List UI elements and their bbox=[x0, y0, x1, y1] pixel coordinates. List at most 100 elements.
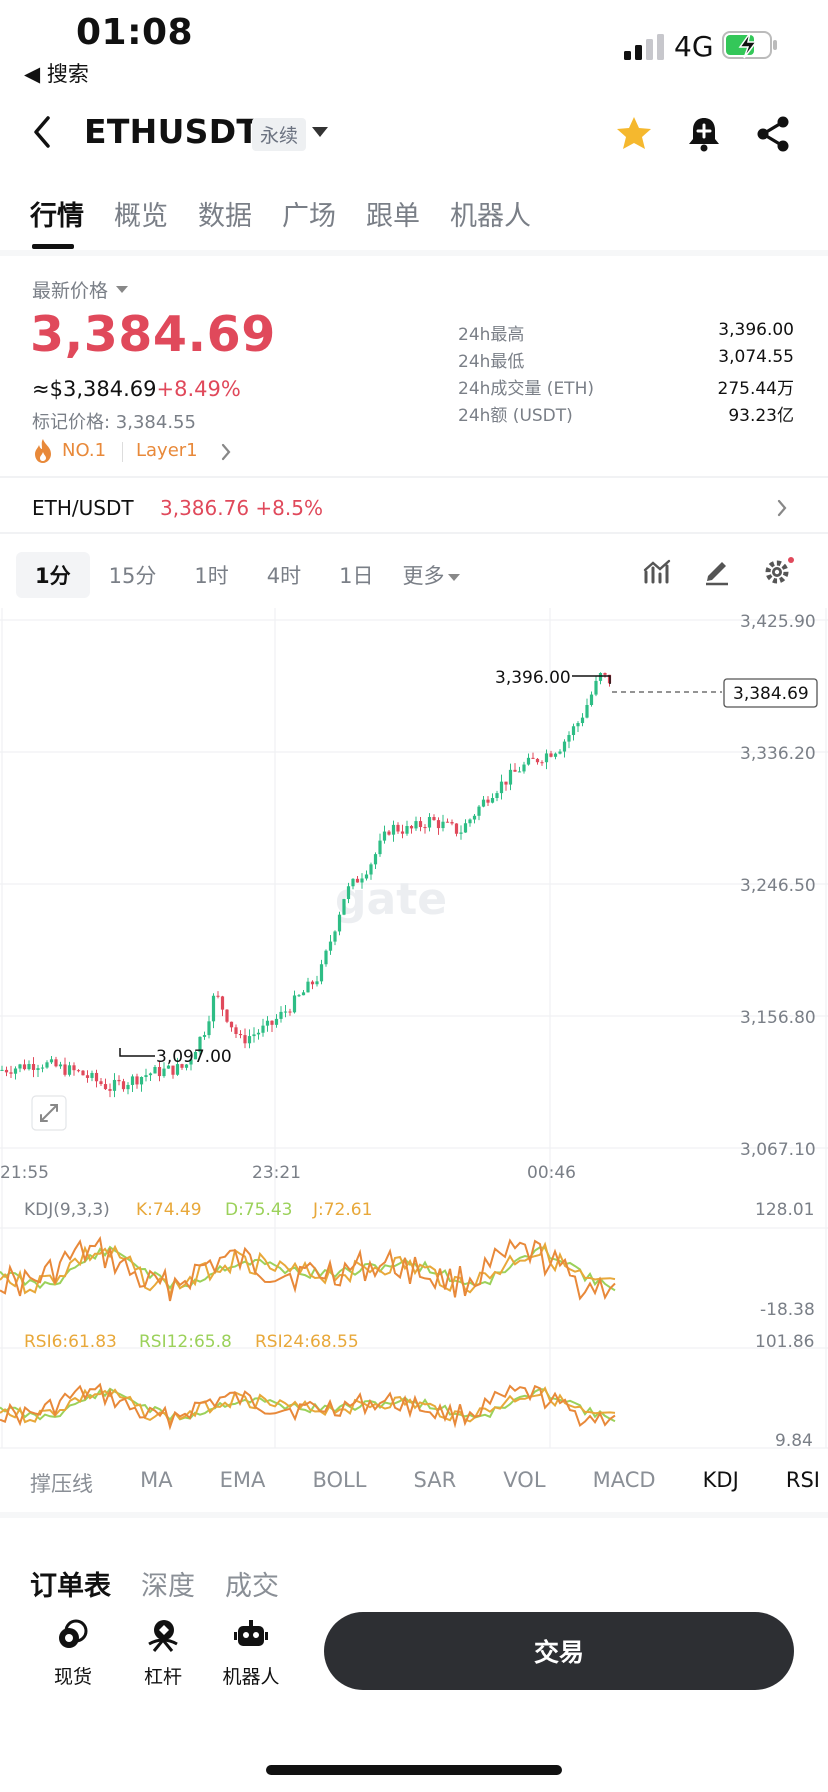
indicator-support-resistance[interactable]: 撑压线 bbox=[30, 1472, 93, 1496]
timeframe-more[interactable]: 更多 bbox=[392, 552, 470, 598]
share-icon[interactable] bbox=[754, 114, 792, 154]
indicator-boll[interactable]: BOLL bbox=[312, 1468, 367, 1492]
bell-plus-icon[interactable] bbox=[684, 114, 724, 154]
chevron-right-icon[interactable] bbox=[776, 498, 788, 518]
candle-body bbox=[531, 757, 535, 759]
bottom-margin-button[interactable]: 杠杆 bbox=[128, 1618, 198, 1689]
candle-body bbox=[13, 1068, 18, 1074]
candle-body bbox=[297, 995, 301, 997]
candle-body bbox=[238, 1033, 243, 1036]
price-axis-label: 3,336.20 bbox=[740, 744, 816, 764]
candle-body bbox=[517, 771, 522, 773]
candle-body bbox=[495, 793, 499, 798]
price-type-dropdown-icon[interactable] bbox=[116, 286, 128, 293]
tab-square[interactable]: 广场 bbox=[282, 201, 336, 232]
spot-pair[interactable]: ETH/USDT bbox=[32, 496, 134, 520]
kdj-axis-label: 128.01 bbox=[755, 1200, 814, 1220]
price-axis-label: 3,246.50 bbox=[740, 876, 816, 896]
indicator-line bbox=[0, 1241, 616, 1299]
expand-icon[interactable] bbox=[31, 1095, 67, 1131]
candle-body bbox=[427, 817, 432, 828]
tab-market[interactable]: 行情 bbox=[30, 201, 84, 232]
indicator-line bbox=[0, 1235, 616, 1302]
candles-layer bbox=[0, 672, 612, 1098]
candle-body bbox=[553, 753, 558, 757]
latest-price-label[interactable]: 最新价格 bbox=[32, 280, 109, 302]
leverage-icon bbox=[148, 1620, 178, 1652]
tab-depth[interactable]: 深度 bbox=[141, 1571, 195, 1602]
time-axis-label: 00:46 bbox=[527, 1163, 576, 1183]
category-tag[interactable]: Layer1 bbox=[136, 440, 198, 461]
stat-value: 275.44万 bbox=[717, 379, 794, 399]
timeframe-1h[interactable]: 1时 bbox=[194, 564, 229, 588]
tab-trades[interactable]: 成交 bbox=[225, 1571, 279, 1602]
candle-body bbox=[508, 769, 513, 785]
low-price-label: 3,097.00 bbox=[156, 1047, 232, 1067]
stat-row: 24h成交量 (ETH) 275.44万 bbox=[458, 374, 794, 401]
kdj-lines bbox=[0, 1235, 616, 1302]
timeframe-1d[interactable]: 1日 bbox=[339, 564, 374, 588]
candle-body bbox=[418, 821, 423, 828]
spot-price-change[interactable]: 3,386.76 +8.5% bbox=[160, 496, 323, 520]
candle-body bbox=[369, 864, 373, 875]
candle-body bbox=[225, 1009, 229, 1022]
rank-badge[interactable]: NO.1 bbox=[62, 440, 107, 461]
indicator-vol[interactable]: VOL bbox=[503, 1468, 546, 1492]
robot-icon bbox=[234, 1620, 268, 1646]
back-icon[interactable] bbox=[28, 112, 58, 152]
draw-pen-icon[interactable] bbox=[702, 556, 732, 586]
tab-copy-trade[interactable]: 跟单 bbox=[366, 201, 420, 232]
trade-button[interactable]: 交易 bbox=[324, 1612, 794, 1690]
indicator-macd[interactable]: MACD bbox=[592, 1468, 656, 1492]
candle-body bbox=[22, 1064, 27, 1070]
timeframe-15m[interactable]: 15分 bbox=[108, 564, 157, 588]
candle-body bbox=[103, 1084, 108, 1090]
candle-body bbox=[436, 820, 441, 829]
indicator-ema[interactable]: EMA bbox=[219, 1468, 266, 1492]
timeframe-1m[interactable]: 1分 bbox=[16, 552, 90, 598]
indicator-rsi[interactable]: RSI bbox=[785, 1468, 820, 1492]
tab-data[interactable]: 数据 bbox=[198, 201, 252, 232]
rsi6-value: RSI6:61.83 bbox=[24, 1332, 117, 1352]
current-price-box bbox=[723, 678, 818, 708]
candle-body bbox=[261, 1025, 265, 1033]
bottom-bot-label: 机器人 bbox=[222, 1666, 280, 1688]
candle-body bbox=[396, 824, 400, 832]
indicator-chart-icon[interactable] bbox=[642, 556, 672, 586]
candle-body bbox=[18, 1064, 22, 1069]
bottom-bot-button[interactable]: 机器人 bbox=[216, 1618, 286, 1689]
indicator-kdj[interactable]: KDJ bbox=[702, 1468, 739, 1492]
candle-body bbox=[76, 1070, 81, 1072]
rsi-lines bbox=[0, 1382, 616, 1431]
settings-gear-icon[interactable] bbox=[764, 556, 794, 586]
candle-body bbox=[319, 964, 324, 982]
tab-orderbook[interactable]: 订单表 bbox=[30, 1571, 111, 1602]
candle-body bbox=[216, 995, 220, 997]
star-icon[interactable] bbox=[614, 114, 654, 154]
back-to-search-link[interactable]: ◀ 搜索 bbox=[24, 62, 89, 86]
candle-body bbox=[333, 931, 337, 942]
candle-body bbox=[589, 694, 594, 705]
bottom-spot-label: 现货 bbox=[53, 1666, 92, 1688]
candle-body bbox=[324, 950, 328, 965]
indicator-sar[interactable]: SAR bbox=[413, 1468, 457, 1492]
tab-bot[interactable]: 机器人 bbox=[450, 201, 531, 232]
candle-body bbox=[283, 1011, 288, 1013]
candle-body bbox=[463, 823, 468, 833]
chevron-right-icon[interactable] bbox=[220, 443, 232, 461]
symbol-title[interactable]: ETHUSDT bbox=[84, 112, 260, 151]
candle-body bbox=[157, 1067, 162, 1077]
stat-label: 24h成交量 (ETH) bbox=[458, 379, 594, 399]
section-divider bbox=[0, 476, 828, 478]
candle-body bbox=[535, 758, 540, 763]
tab-overview[interactable]: 概览 bbox=[114, 201, 168, 232]
candle-body bbox=[490, 797, 495, 803]
symbol-dropdown-icon[interactable] bbox=[312, 127, 328, 137]
candle-body bbox=[184, 1064, 189, 1068]
indicator-ma[interactable]: MA bbox=[140, 1468, 173, 1492]
stat-label: 24h最高 bbox=[458, 325, 525, 345]
timeframe-4h[interactable]: 4时 bbox=[266, 564, 302, 588]
candlestick-chart[interactable]: gate 3,396.00 3,097.00 3,384.69 3,425.90… bbox=[0, 608, 828, 1488]
bottom-spot-button[interactable]: 现货 bbox=[38, 1618, 108, 1689]
candle-body bbox=[598, 672, 603, 681]
